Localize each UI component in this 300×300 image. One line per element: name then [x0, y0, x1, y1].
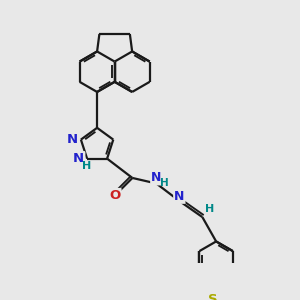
Text: N: N: [67, 133, 78, 146]
Text: H: H: [82, 160, 91, 170]
Text: S: S: [208, 293, 217, 300]
Text: O: O: [109, 189, 121, 202]
Text: N: N: [151, 172, 161, 184]
Text: N: N: [174, 190, 184, 203]
Text: N: N: [73, 152, 84, 165]
Text: H: H: [160, 178, 169, 188]
Text: H: H: [205, 204, 214, 214]
